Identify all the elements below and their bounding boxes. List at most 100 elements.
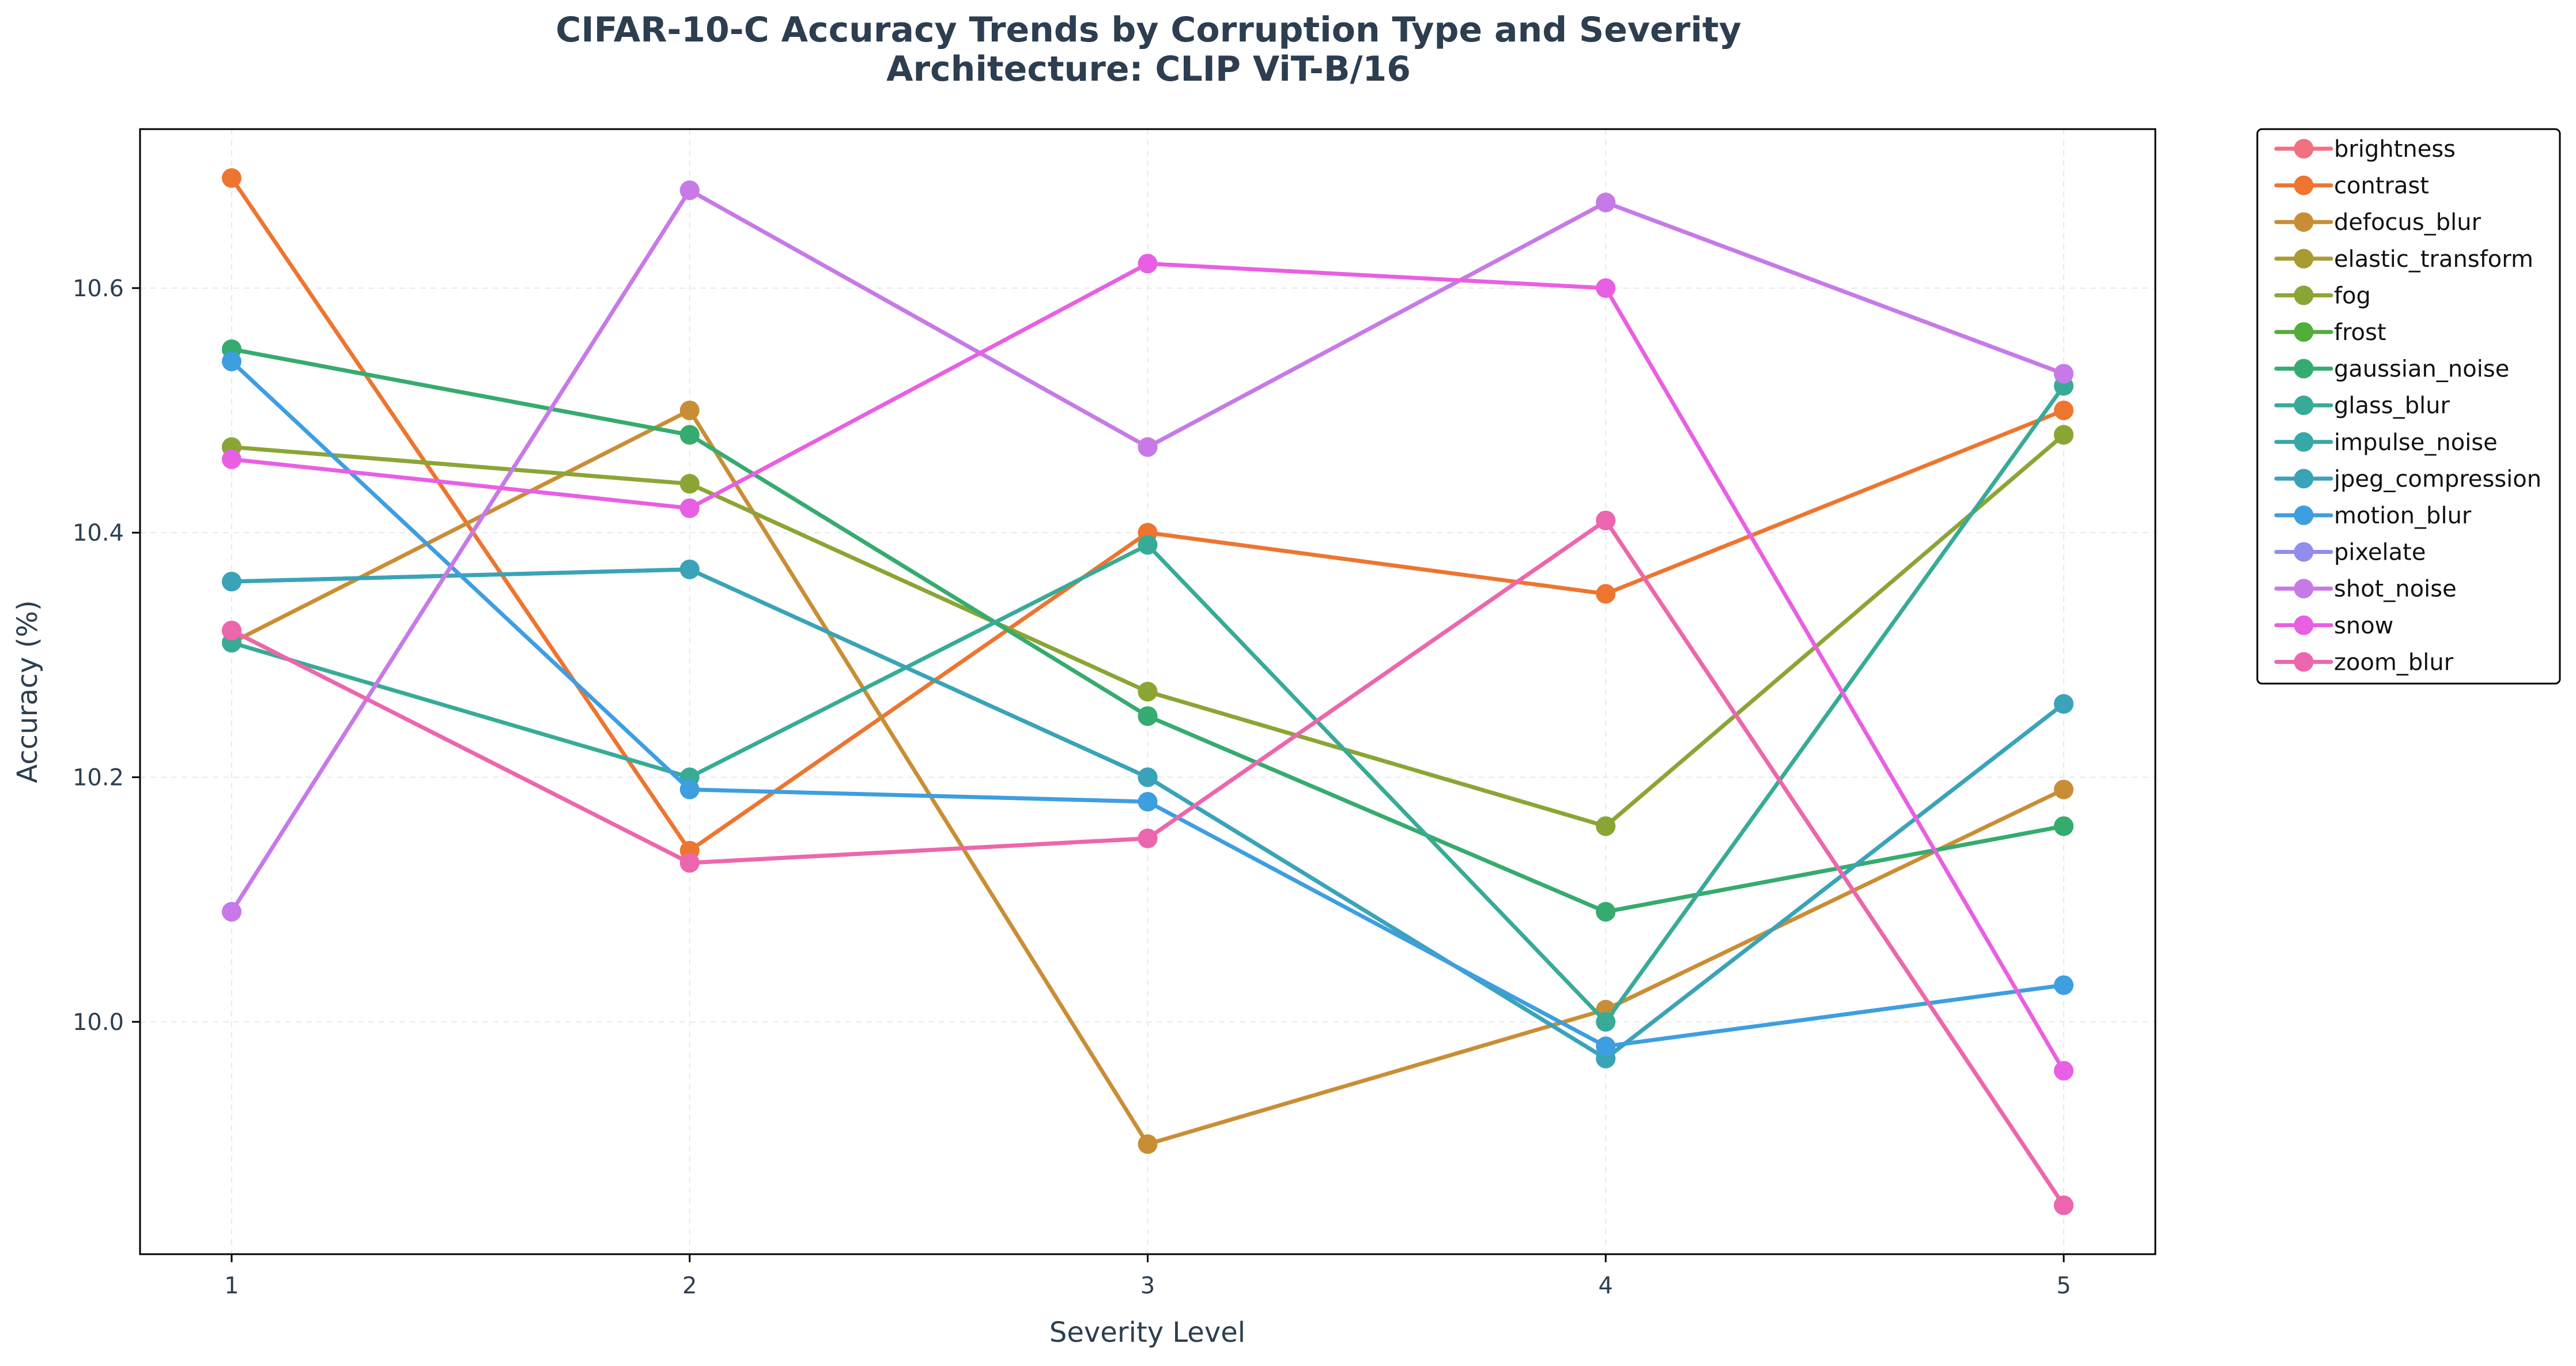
data-point-motion_blur: [679, 779, 700, 799]
legend-marker: [2294, 615, 2314, 635]
data-point-gaussian_noise: [2054, 816, 2074, 836]
legend-marker: [2294, 322, 2314, 342]
series-snow: [221, 254, 2074, 1081]
data-point-gaussian_noise: [1596, 901, 1616, 922]
legend-label: frost: [2334, 319, 2386, 346]
series-contrast: [221, 168, 2074, 861]
data-point-snow: [1138, 254, 1158, 274]
x-tick-label: 1: [224, 1273, 239, 1299]
legend-entry-shot_noise: shot_noise: [2274, 576, 2457, 602]
data-point-defocus_blur: [679, 401, 700, 420]
legend-label: jpeg_compression: [2333, 466, 2541, 492]
data-point-contrast: [2054, 401, 2074, 420]
y-tick-label: 10.6: [73, 276, 124, 302]
x-tick-label: 3: [1140, 1273, 1155, 1299]
legend-marker: [2294, 248, 2314, 269]
legend-label: elastic_transform: [2334, 246, 2533, 273]
legend-entry-fog: fog: [2274, 282, 2371, 309]
series-gaussian_noise: [221, 339, 2074, 922]
legend-label: glass_blur: [2334, 393, 2450, 419]
data-point-snow: [679, 498, 700, 518]
data-point-fog: [1138, 682, 1158, 701]
series-fog: [221, 425, 2074, 836]
legend-entry-jpeg_compression: jpeg_compression: [2274, 466, 2541, 492]
legend-marker: [2294, 469, 2314, 489]
legend-label: snow: [2334, 613, 2393, 639]
data-point-shot_noise: [1138, 437, 1158, 457]
y-axis-label: Accuracy (%): [12, 600, 44, 783]
legend-marker: [2294, 139, 2314, 159]
axis-ticks: 1 2 3 4 5 10.0 10.2 10.4 10.6: [73, 276, 2071, 1299]
data-point-zoom_blur: [1596, 510, 1616, 530]
series-shot_noise: [221, 180, 2074, 922]
legend-marker: [2294, 175, 2314, 195]
data-point-shot_noise: [221, 901, 241, 922]
data-point-motion_blur: [1138, 791, 1158, 812]
data-point-jpeg_compression: [679, 559, 700, 579]
data-point-snow: [1596, 278, 1616, 298]
data-point-contrast: [1596, 584, 1616, 604]
data-point-zoom_blur: [679, 853, 700, 873]
data-point-motion_blur: [1596, 1036, 1616, 1056]
legend-label: impulse_noise: [2334, 429, 2498, 456]
data-point-motion_blur: [221, 352, 241, 372]
data-point-fog: [1596, 816, 1616, 836]
legend-entry-elastic_transform: elastic_transform: [2274, 246, 2533, 273]
legend-entry-snow: snow: [2274, 613, 2393, 639]
legend-label: pixelate: [2334, 539, 2426, 566]
y-tick-label: 10.2: [73, 765, 124, 791]
data-point-jpeg_compression: [2054, 694, 2074, 714]
data-point-defocus_blur: [1138, 1134, 1158, 1154]
legend-marker: [2294, 505, 2314, 525]
data-point-gaussian_noise: [1138, 706, 1158, 726]
legend-entry-gaussian_noise: gaussian_noise: [2274, 356, 2509, 383]
data-point-glass_blur: [1138, 535, 1158, 555]
data-point-shot_noise: [1596, 193, 1616, 213]
data-point-fog: [679, 474, 700, 494]
chart-subtitle: Architecture: CLIP ViT-B/16: [886, 49, 1411, 89]
y-tick-label: 10.0: [73, 1009, 124, 1036]
legend-entry-defocus_blur: defocus_blur: [2274, 209, 2481, 236]
y-tick-label: 10.4: [73, 520, 124, 546]
series-lines: [221, 168, 2074, 1216]
legend-entry-contrast: contrast: [2274, 173, 2429, 199]
x-tick-label: 5: [2056, 1273, 2071, 1299]
series-motion_blur: [221, 352, 2074, 1056]
legend-entry-zoom_blur: zoom_blur: [2274, 649, 2454, 676]
legend-entry-pixelate: pixelate: [2274, 539, 2426, 566]
legend-entry-impulse_noise: impulse_noise: [2274, 429, 2498, 456]
data-point-zoom_blur: [2054, 1195, 2074, 1216]
legend-marker: [2294, 285, 2314, 305]
legend-label: contrast: [2334, 173, 2429, 199]
data-point-snow: [221, 449, 241, 469]
chart-title: CIFAR-10-C Accuracy Trends by Corruption…: [556, 10, 1741, 50]
data-point-motion_blur: [2054, 975, 2074, 995]
series-line-brightness: [229, 518, 2066, 1207]
legend-marker: [2294, 359, 2314, 379]
data-point-zoom_blur: [221, 620, 241, 640]
x-tick-label: 4: [1599, 1273, 1613, 1299]
legend-marker: [2294, 579, 2314, 599]
series-line-zoom_blur: [229, 518, 2066, 1207]
legend-entry-brightness: brightness: [2274, 136, 2456, 163]
x-axis-label: Severity Level: [1049, 1316, 1245, 1349]
legend-marker: [2294, 652, 2314, 672]
data-point-shot_noise: [2054, 364, 2074, 384]
data-point-glass_blur: [1596, 1012, 1616, 1032]
legend-label: brightness: [2334, 136, 2456, 163]
data-point-jpeg_compression: [221, 572, 241, 592]
data-point-defocus_blur: [2054, 779, 2074, 799]
legend-label: shot_noise: [2334, 576, 2457, 602]
legend-entry-frost: frost: [2274, 319, 2386, 346]
data-point-gaussian_noise: [679, 425, 700, 445]
legend-entry-motion_blur: motion_blur: [2274, 503, 2472, 529]
legend-label: fog: [2334, 282, 2371, 309]
data-point-snow: [2054, 1061, 2074, 1081]
legend-label: motion_blur: [2334, 503, 2472, 529]
data-point-fog: [2054, 425, 2074, 445]
legend-marker: [2294, 395, 2314, 416]
legend-label: gaussian_noise: [2334, 356, 2509, 383]
legend-label: zoom_blur: [2334, 649, 2454, 676]
data-point-shot_noise: [679, 180, 700, 201]
